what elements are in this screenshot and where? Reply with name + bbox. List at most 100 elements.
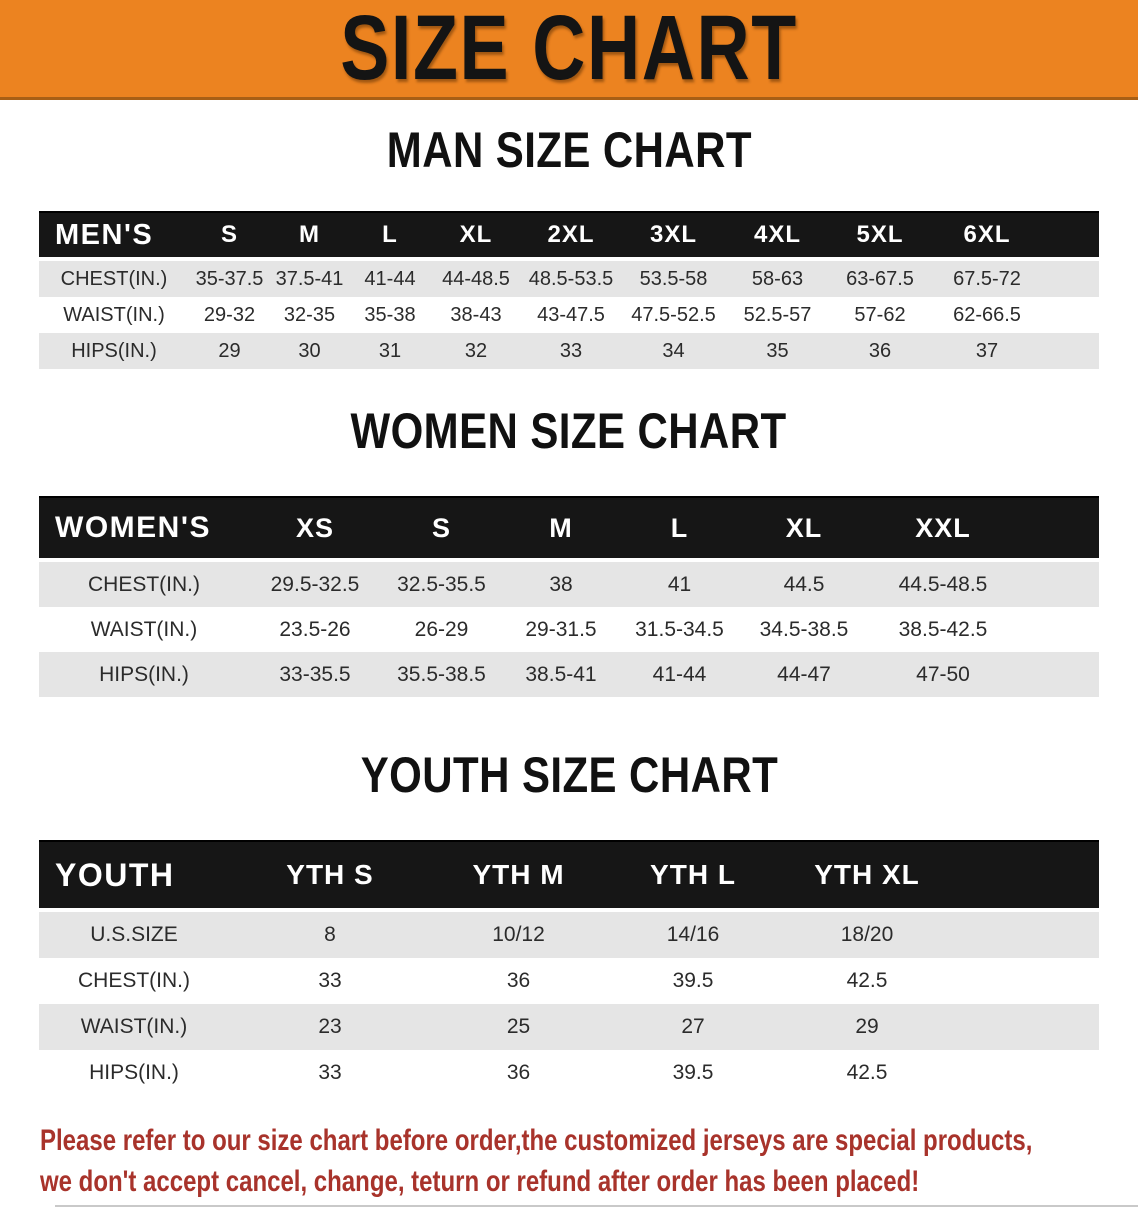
size-value: 38.5-42.5 [869, 607, 1017, 652]
size-value: 47.5-52.5 [621, 297, 726, 333]
size-value: 33 [229, 1050, 431, 1096]
size-chart-banner: SIZE CHART [0, 0, 1138, 100]
measurement-label: HIPS(IN.) [39, 652, 249, 697]
size-value: 67.5-72 [931, 259, 1043, 297]
size-value: 35.5-38.5 [381, 652, 502, 697]
measurement-label: WAIST(IN.) [39, 1004, 229, 1050]
size-value [1043, 259, 1099, 297]
size-value: 39.5 [606, 1050, 780, 1096]
size-column-header: 3XL [621, 211, 726, 261]
size-value: 33 [229, 958, 431, 1004]
size-value [954, 1004, 1099, 1050]
size-column-header: YTH S [229, 840, 431, 912]
measurement-label: CHEST(IN.) [39, 560, 249, 607]
youth-size-table: YOUTH YTH S YTH M YTH L YTH XL U.S.SIZE 8 10/12… [39, 840, 1099, 1096]
size-column-header: L [620, 496, 739, 562]
women-section-title: WOMEN SIZE CHART [0, 405, 1138, 470]
size-column-header [1043, 211, 1099, 261]
table-row: WAIST(IN.) 23.5-26 26-29 29-31.5 31.5-34.5 34… [39, 607, 1099, 652]
size-value: 32 [431, 333, 521, 369]
youth-section-title: YOUTH SIZE CHART [0, 749, 1138, 814]
size-value [954, 958, 1099, 1004]
measurement-label: CHEST(IN.) [39, 259, 189, 297]
size-value: 29 [780, 1004, 954, 1050]
table-row: U.S.SIZE 8 10/12 14/16 18/20 [39, 910, 1099, 958]
size-column-header: L [349, 211, 431, 261]
table-row: HIPS(IN.) 33 36 39.5 42.5 [39, 1050, 1099, 1096]
size-value: 38.5-41 [502, 652, 620, 697]
table-header-row: WOMEN'S XS S M L XL XXL [39, 496, 1099, 562]
size-value: 26-29 [381, 607, 502, 652]
table-title-cell: WOMEN'S [39, 496, 249, 562]
size-column-header: 2XL [521, 211, 621, 261]
size-value: 58-63 [726, 259, 829, 297]
size-value: 23.5-26 [249, 607, 381, 652]
size-value: 36 [431, 958, 606, 1004]
size-column-header: XL [431, 211, 521, 261]
size-value: 53.5-58 [621, 259, 726, 297]
size-value: 57-62 [829, 297, 931, 333]
table-row: HIPS(IN.) 29 30 31 32 33 34 35 36 37 [39, 333, 1099, 369]
size-value: 30 [270, 333, 349, 369]
size-value [954, 1050, 1099, 1096]
table-title-cell: MEN'S [39, 211, 189, 261]
women-section-title-text: WOMEN SIZE CHART [350, 403, 788, 459]
table-header-row: YOUTH YTH S YTH M YTH L YTH XL [39, 840, 1099, 912]
size-value: 31.5-34.5 [620, 607, 739, 652]
size-value: 33-35.5 [249, 652, 381, 697]
size-value: 32-35 [270, 297, 349, 333]
men-section-title: MAN SIZE CHART [0, 124, 1138, 189]
size-value: 8 [229, 910, 431, 958]
size-column-header: 5XL [829, 211, 931, 261]
size-value: 33 [521, 333, 621, 369]
size-value: 43-47.5 [521, 297, 621, 333]
size-value: 38-43 [431, 297, 521, 333]
size-column-header: M [502, 496, 620, 562]
table-row: WAIST(IN.) 29-32 32-35 35-38 38-43 43-47.5 47.… [39, 297, 1099, 333]
size-value: 42.5 [780, 958, 954, 1004]
banner-title: SIZE CHART [340, 0, 798, 99]
size-value: 25 [431, 1004, 606, 1050]
measurement-label: CHEST(IN.) [39, 958, 229, 1004]
size-value: 29-32 [189, 297, 270, 333]
size-value: 10/12 [431, 910, 606, 958]
size-column-header: XXL [869, 496, 1017, 562]
size-value: 42.5 [780, 1050, 954, 1096]
size-column-header: YTH L [606, 840, 780, 912]
size-value: 41 [620, 560, 739, 607]
size-value: 29 [189, 333, 270, 369]
measurement-label: WAIST(IN.) [39, 297, 189, 333]
size-column-header: XL [739, 496, 869, 562]
size-value: 44.5 [739, 560, 869, 607]
size-value: 63-67.5 [829, 259, 931, 297]
size-value [1043, 297, 1099, 333]
table-row: HIPS(IN.) 33-35.5 35.5-38.5 38.5-41 41-44 44-… [39, 652, 1099, 697]
size-value: 31 [349, 333, 431, 369]
size-column-header: S [381, 496, 502, 562]
size-value [1017, 652, 1099, 697]
measurement-label: HIPS(IN.) [39, 1050, 229, 1096]
size-value: 44-48.5 [431, 259, 521, 297]
table-row: WAIST(IN.) 23 25 27 29 [39, 1004, 1099, 1050]
size-value: 29-31.5 [502, 607, 620, 652]
size-column-header: YTH XL [780, 840, 954, 912]
men-size-table: MEN'S S M L XL 2XL 3XL 4XL 5XL 6XL CHEST(IN.) 35-37… [39, 211, 1099, 369]
size-column-header: M [270, 211, 349, 261]
size-value: 34 [621, 333, 726, 369]
size-value: 39.5 [606, 958, 780, 1004]
size-value: 37 [931, 333, 1043, 369]
size-value: 52.5-57 [726, 297, 829, 333]
measurement-label: WAIST(IN.) [39, 607, 249, 652]
table-row: CHEST(IN.) 35-37.5 37.5-41 41-44 44-48.5 48.5… [39, 259, 1099, 297]
men-section-title-text: MAN SIZE CHART [386, 122, 752, 178]
size-column-header [1017, 496, 1099, 562]
women-size-table: WOMEN'S XS S M L XL XXL CHEST(IN.) 29.5-32.5 32.5… [39, 496, 1099, 697]
table-header-row: MEN'S S M L XL 2XL 3XL 4XL 5XL 6XL [39, 211, 1099, 261]
size-column-header: S [189, 211, 270, 261]
size-value: 41-44 [620, 652, 739, 697]
disclaimer-line-2: we don't accept cancel, change, teturn o… [40, 1165, 920, 1198]
table-row: CHEST(IN.) 33 36 39.5 42.5 [39, 958, 1099, 1004]
size-value: 32.5-35.5 [381, 560, 502, 607]
size-value: 18/20 [780, 910, 954, 958]
size-value [1043, 333, 1099, 369]
